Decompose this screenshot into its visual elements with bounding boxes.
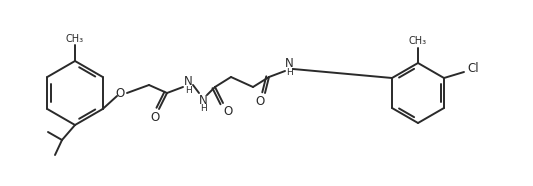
Text: O: O xyxy=(255,94,264,108)
Text: CH₃: CH₃ xyxy=(409,36,427,46)
Text: O: O xyxy=(150,110,159,124)
Text: N: N xyxy=(184,75,192,87)
Text: H: H xyxy=(286,68,293,76)
Text: H: H xyxy=(200,103,206,113)
Text: N: N xyxy=(199,94,207,107)
Text: O: O xyxy=(223,105,232,118)
Text: H: H xyxy=(184,86,191,94)
Text: O: O xyxy=(115,86,125,100)
Text: Cl: Cl xyxy=(467,62,479,75)
Text: CH₃: CH₃ xyxy=(66,34,84,44)
Text: N: N xyxy=(285,57,293,70)
